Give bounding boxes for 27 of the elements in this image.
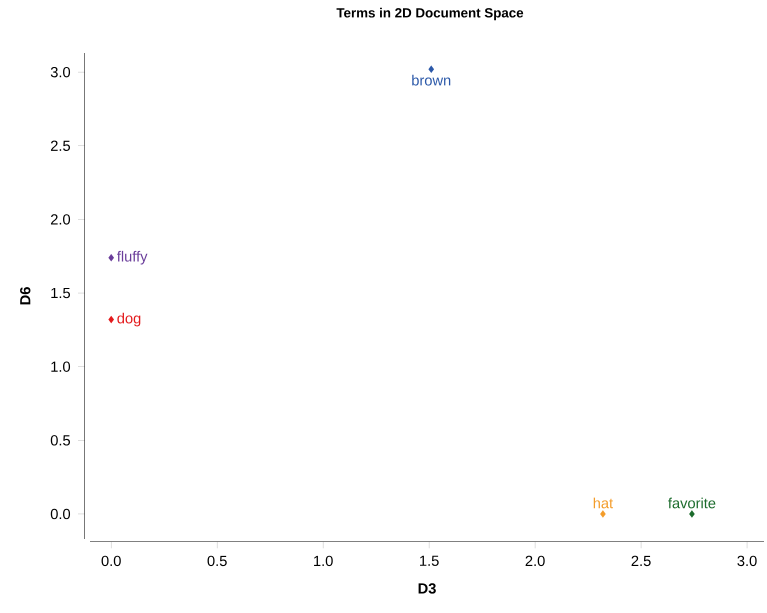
point bbox=[108, 316, 114, 324]
x-tick-label: 2.5 bbox=[632, 556, 651, 566]
series-label: fluffy bbox=[117, 250, 148, 265]
series-label: hat bbox=[594, 498, 614, 508]
x-tick-label: 3.0 bbox=[737, 556, 757, 566]
series-label: dog bbox=[117, 312, 140, 326]
y-tick-label: 3.0 bbox=[50, 66, 70, 78]
y-tick-label: 1.0 bbox=[51, 362, 70, 372]
y-axis-title: D6 bbox=[20, 287, 30, 304]
x-axis-title: D3 bbox=[418, 583, 436, 594]
chart-title: Terms in 2D Document Space bbox=[336, 8, 524, 20]
series-label: favorite bbox=[668, 498, 716, 508]
y-tick-label: 2.5 bbox=[50, 140, 70, 151]
x-tick-label: 0.5 bbox=[208, 556, 227, 566]
x-tick-label: 0.0 bbox=[102, 556, 121, 566]
y-tick-label: 0.0 bbox=[50, 508, 70, 520]
x-tick-label: 2.0 bbox=[526, 556, 545, 566]
point bbox=[108, 254, 114, 262]
point bbox=[689, 510, 695, 518]
x-tick-label: 1.5 bbox=[420, 556, 439, 566]
y-tick-label: 0.5 bbox=[50, 435, 70, 446]
x-tick-label: 1.0 bbox=[314, 556, 333, 566]
y-tick-label: 2.0 bbox=[50, 214, 70, 225]
point bbox=[600, 510, 606, 518]
series-label: brown bbox=[412, 74, 450, 86]
point bbox=[428, 66, 434, 73]
y-tick-label: 1.5 bbox=[51, 288, 70, 298]
